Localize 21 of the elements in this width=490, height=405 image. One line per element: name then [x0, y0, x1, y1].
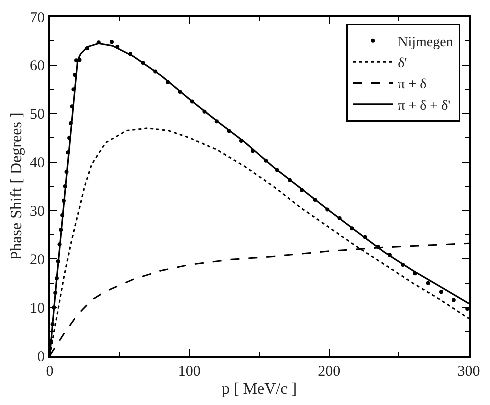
y-tick-label: 10 [30, 300, 45, 317]
legend-label: δ' [398, 56, 408, 72]
x-tick-label: 300 [458, 364, 480, 380]
legend-label: π + δ + δ' [398, 98, 451, 114]
x-tick-label: 200 [318, 364, 341, 380]
y-tick-label: 70 [30, 10, 45, 26]
y-tick-label: 0 [38, 349, 45, 366]
legend-label: π + δ [398, 78, 428, 93]
point [439, 290, 444, 294]
y-axis-title: Phase Shift [ Degrees ] [8, 112, 26, 260]
x-axis-title: p [ MeV/c ] [222, 381, 298, 398]
y-tick-label: 60 [30, 58, 45, 75]
legend-label: Nijmegen [398, 35, 454, 50]
y-tick-label: 20 [30, 252, 45, 268]
point [452, 298, 456, 302]
point [426, 281, 430, 286]
y-tick-label: 30 [30, 204, 45, 220]
y-tick-label: 50 [30, 107, 45, 124]
x-tick-label: 100 [178, 364, 201, 380]
y-tick-label: 40 [30, 156, 45, 172]
point [110, 40, 114, 44]
